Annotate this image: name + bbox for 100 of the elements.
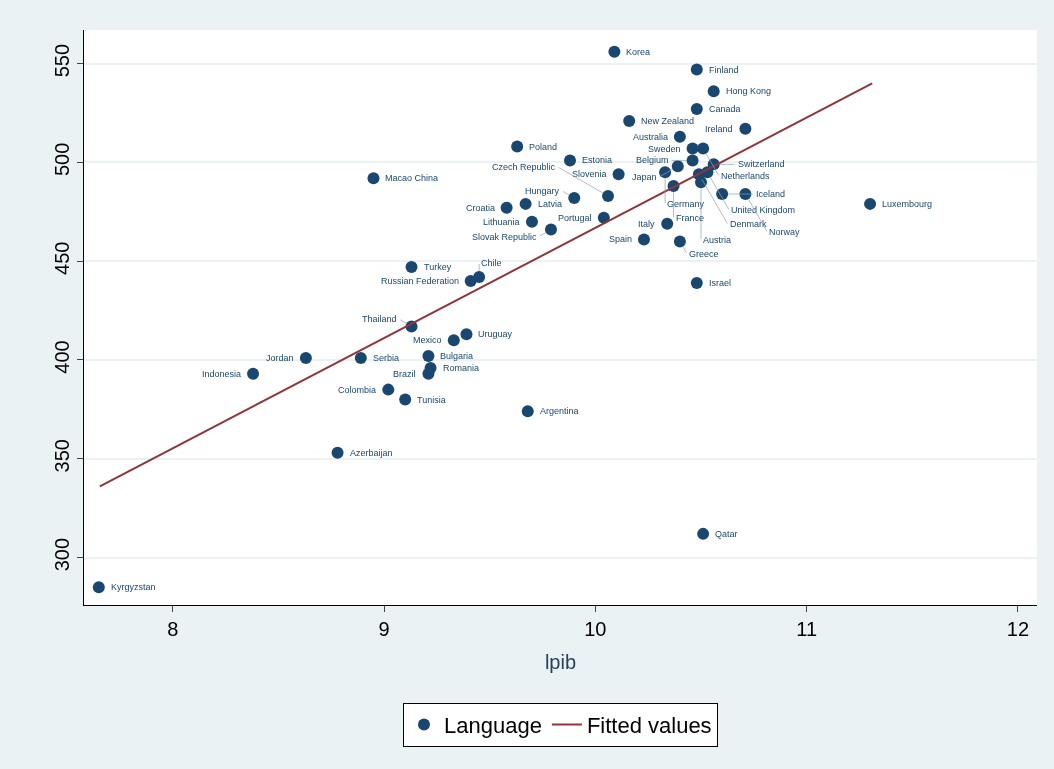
annotation: Latvia — [538, 199, 563, 209]
x-tick-label: 9 — [378, 618, 390, 640]
annotation: Russian Federation — [381, 276, 460, 286]
annotation: Mexico — [413, 335, 442, 345]
point — [608, 45, 621, 58]
annotation: Indonesia — [202, 369, 242, 379]
annotation: Greece — [689, 249, 719, 259]
annotation: Sweden — [648, 144, 681, 154]
annotation: Chile — [481, 258, 502, 268]
point — [422, 350, 435, 363]
y-tick-label: 300 — [51, 537, 73, 572]
annotation: Thailand — [362, 314, 397, 324]
annotation: Estonia — [582, 155, 613, 165]
point — [864, 197, 877, 210]
annotation: France — [676, 213, 705, 223]
point — [299, 352, 312, 364]
annotation: Spain — [609, 234, 633, 244]
point — [602, 189, 615, 202]
annotation: Brazil — [393, 369, 416, 379]
legend-label: Language — [444, 713, 542, 739]
y-tick-label: 400 — [51, 340, 73, 374]
annotation: Colombia — [338, 385, 377, 395]
annotation: Netherlands — [721, 171, 771, 181]
annotation: Hungary — [525, 186, 560, 196]
annotation: Slovak Republic — [472, 232, 538, 242]
annotation: Romania — [443, 363, 480, 373]
annotation: Portugal — [558, 213, 592, 223]
annotation: Austria — [703, 235, 732, 245]
point — [686, 142, 699, 155]
point — [697, 527, 710, 540]
annotation: Israel — [709, 278, 732, 288]
annotation: Lithuania — [483, 217, 520, 227]
point — [695, 176, 708, 189]
point — [525, 215, 538, 228]
point — [564, 154, 577, 167]
point — [399, 393, 412, 406]
x-tick-label: 12 — [1006, 618, 1030, 640]
annotation: Japan — [632, 172, 657, 182]
annotation: Australia — [633, 132, 669, 142]
annotation: Czech Republic — [492, 162, 556, 172]
point — [673, 235, 686, 248]
legend-label: Fitted values — [586, 713, 712, 739]
annotation: Ireland — [705, 124, 733, 134]
point — [405, 261, 418, 274]
annotation: Germany — [667, 199, 705, 209]
point — [671, 160, 684, 173]
annotation: Slovenia — [572, 169, 607, 179]
annotation: Belgium — [636, 155, 669, 165]
x-axis-title: lpib — [544, 650, 577, 673]
point — [690, 103, 703, 116]
annotation: Bulgaria — [440, 351, 474, 361]
annotation: Turkey — [424, 262, 452, 272]
point — [331, 446, 344, 459]
annotation: Poland — [529, 142, 558, 152]
point — [521, 405, 534, 418]
point — [690, 63, 703, 76]
y-tick-label: 450 — [51, 241, 73, 275]
point — [697, 142, 710, 155]
point — [354, 352, 367, 364]
point — [447, 334, 460, 347]
point — [690, 276, 703, 289]
point — [92, 581, 105, 594]
y-tick-label: 550 — [51, 43, 73, 78]
annotation: Azerbaijan — [350, 448, 393, 458]
annotation: Luxembourg — [882, 199, 933, 209]
point — [367, 172, 380, 185]
annotation: Canada — [709, 104, 741, 114]
annotation: Finland — [709, 65, 739, 75]
x-tick-label: 8 — [167, 618, 179, 640]
annotation: United Kingdom — [731, 205, 796, 215]
annotation: Italy — [638, 219, 656, 229]
x-tick-label: 10 — [584, 618, 607, 640]
point — [382, 383, 395, 396]
annotation: Kyrgyzstan — [111, 582, 156, 592]
point — [707, 85, 720, 98]
annotation: Qatar — [715, 529, 738, 539]
point — [612, 168, 625, 181]
annotation: Korea — [626, 47, 651, 57]
point — [464, 274, 477, 287]
y-tick-label: 500 — [51, 142, 73, 177]
point — [247, 367, 260, 380]
annotation: Jordan — [266, 353, 294, 363]
annotation: Tunisia — [417, 395, 446, 405]
point — [637, 233, 650, 246]
point — [460, 328, 473, 341]
point — [519, 197, 532, 210]
point — [568, 191, 581, 204]
point — [673, 130, 686, 143]
annotation: Denmark — [730, 219, 768, 229]
point — [545, 223, 557, 236]
point — [686, 154, 699, 167]
point — [623, 114, 636, 127]
point — [511, 140, 524, 153]
y-tick-label: 350 — [51, 439, 73, 473]
annotation: New Zealand — [641, 116, 695, 126]
annotation: Macao China — [385, 173, 439, 183]
annotation: Croatia — [466, 203, 496, 213]
annotation: Hong Kong — [726, 86, 772, 96]
point — [661, 217, 674, 230]
x-tick-label: 11 — [796, 618, 818, 640]
